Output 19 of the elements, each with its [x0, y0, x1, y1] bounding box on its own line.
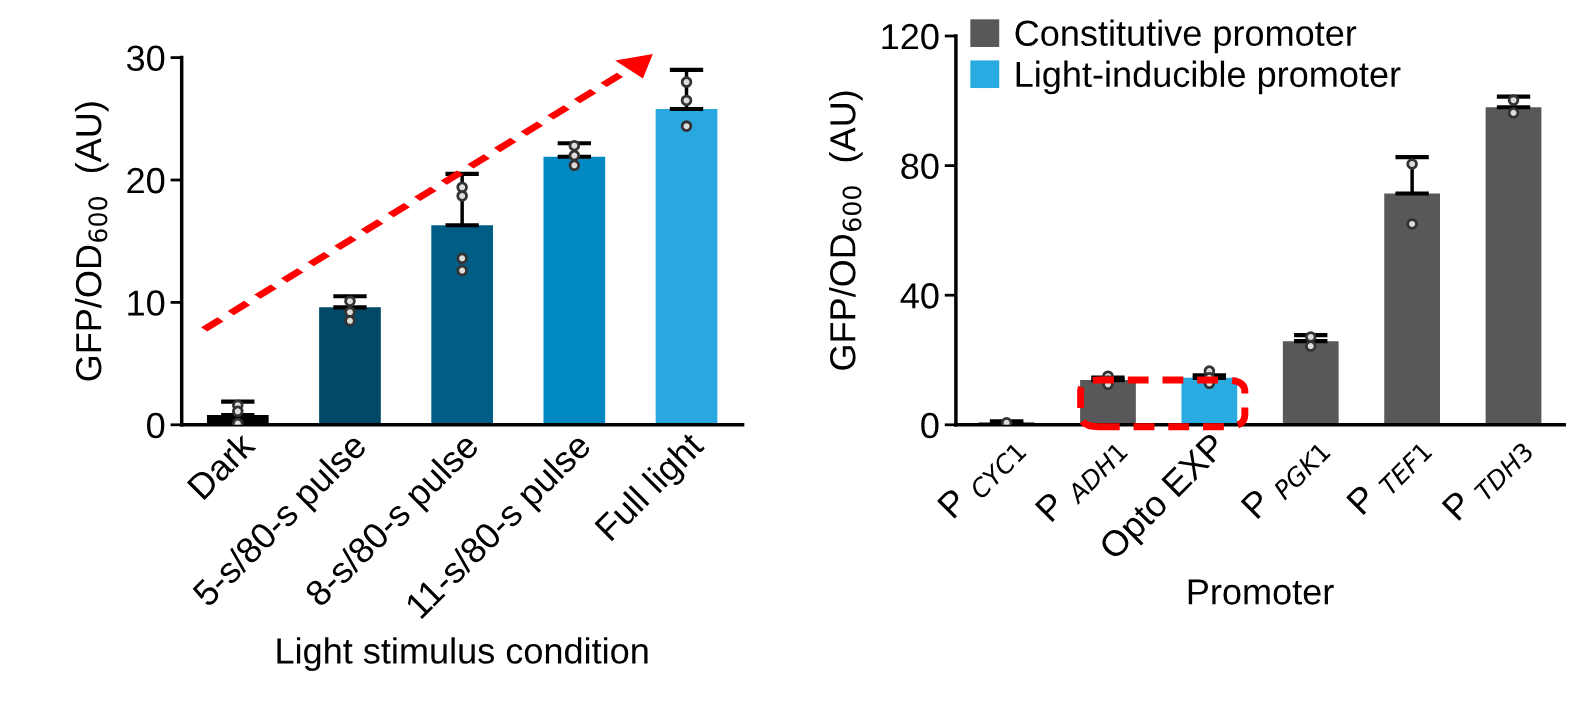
y-axis-title: GFP/OD$_{600}$ (AU) — [74, 102, 109, 381]
x-tick-label: P $_{TEF1}$ — [1346, 432, 1433, 520]
y-tick-label: 10 — [128, 290, 165, 316]
y-axis-title: GFP/OD$_{600}$ (AU) — [829, 91, 863, 370]
legend-label: Constitutive promoter — [1015, 19, 1357, 54]
x-tick-label: P $_{TDH3}$ — [1441, 432, 1535, 526]
x-tick-label: P $_{CYC1}$ — [937, 433, 1027, 523]
y-tick-label: 0 — [147, 412, 165, 439]
y-tick-label: 120 — [882, 23, 939, 50]
y-tick-label: 80 — [901, 153, 939, 180]
x-tick-label: P $_{PGK1}$ — [1240, 433, 1332, 524]
legend-label: Light-inducible promoter — [1016, 60, 1401, 95]
x-axis-title: Light stimulus condition — [277, 637, 648, 671]
y-tick-label: 30 — [126, 45, 165, 72]
y-tick-label: 40 — [900, 283, 939, 309]
x-tick-label: Full light — [593, 429, 711, 547]
y-tick-label: 0 — [921, 412, 939, 439]
x-axis-title: Promoter — [1188, 579, 1334, 605]
y-tick-label: 20 — [127, 167, 165, 194]
